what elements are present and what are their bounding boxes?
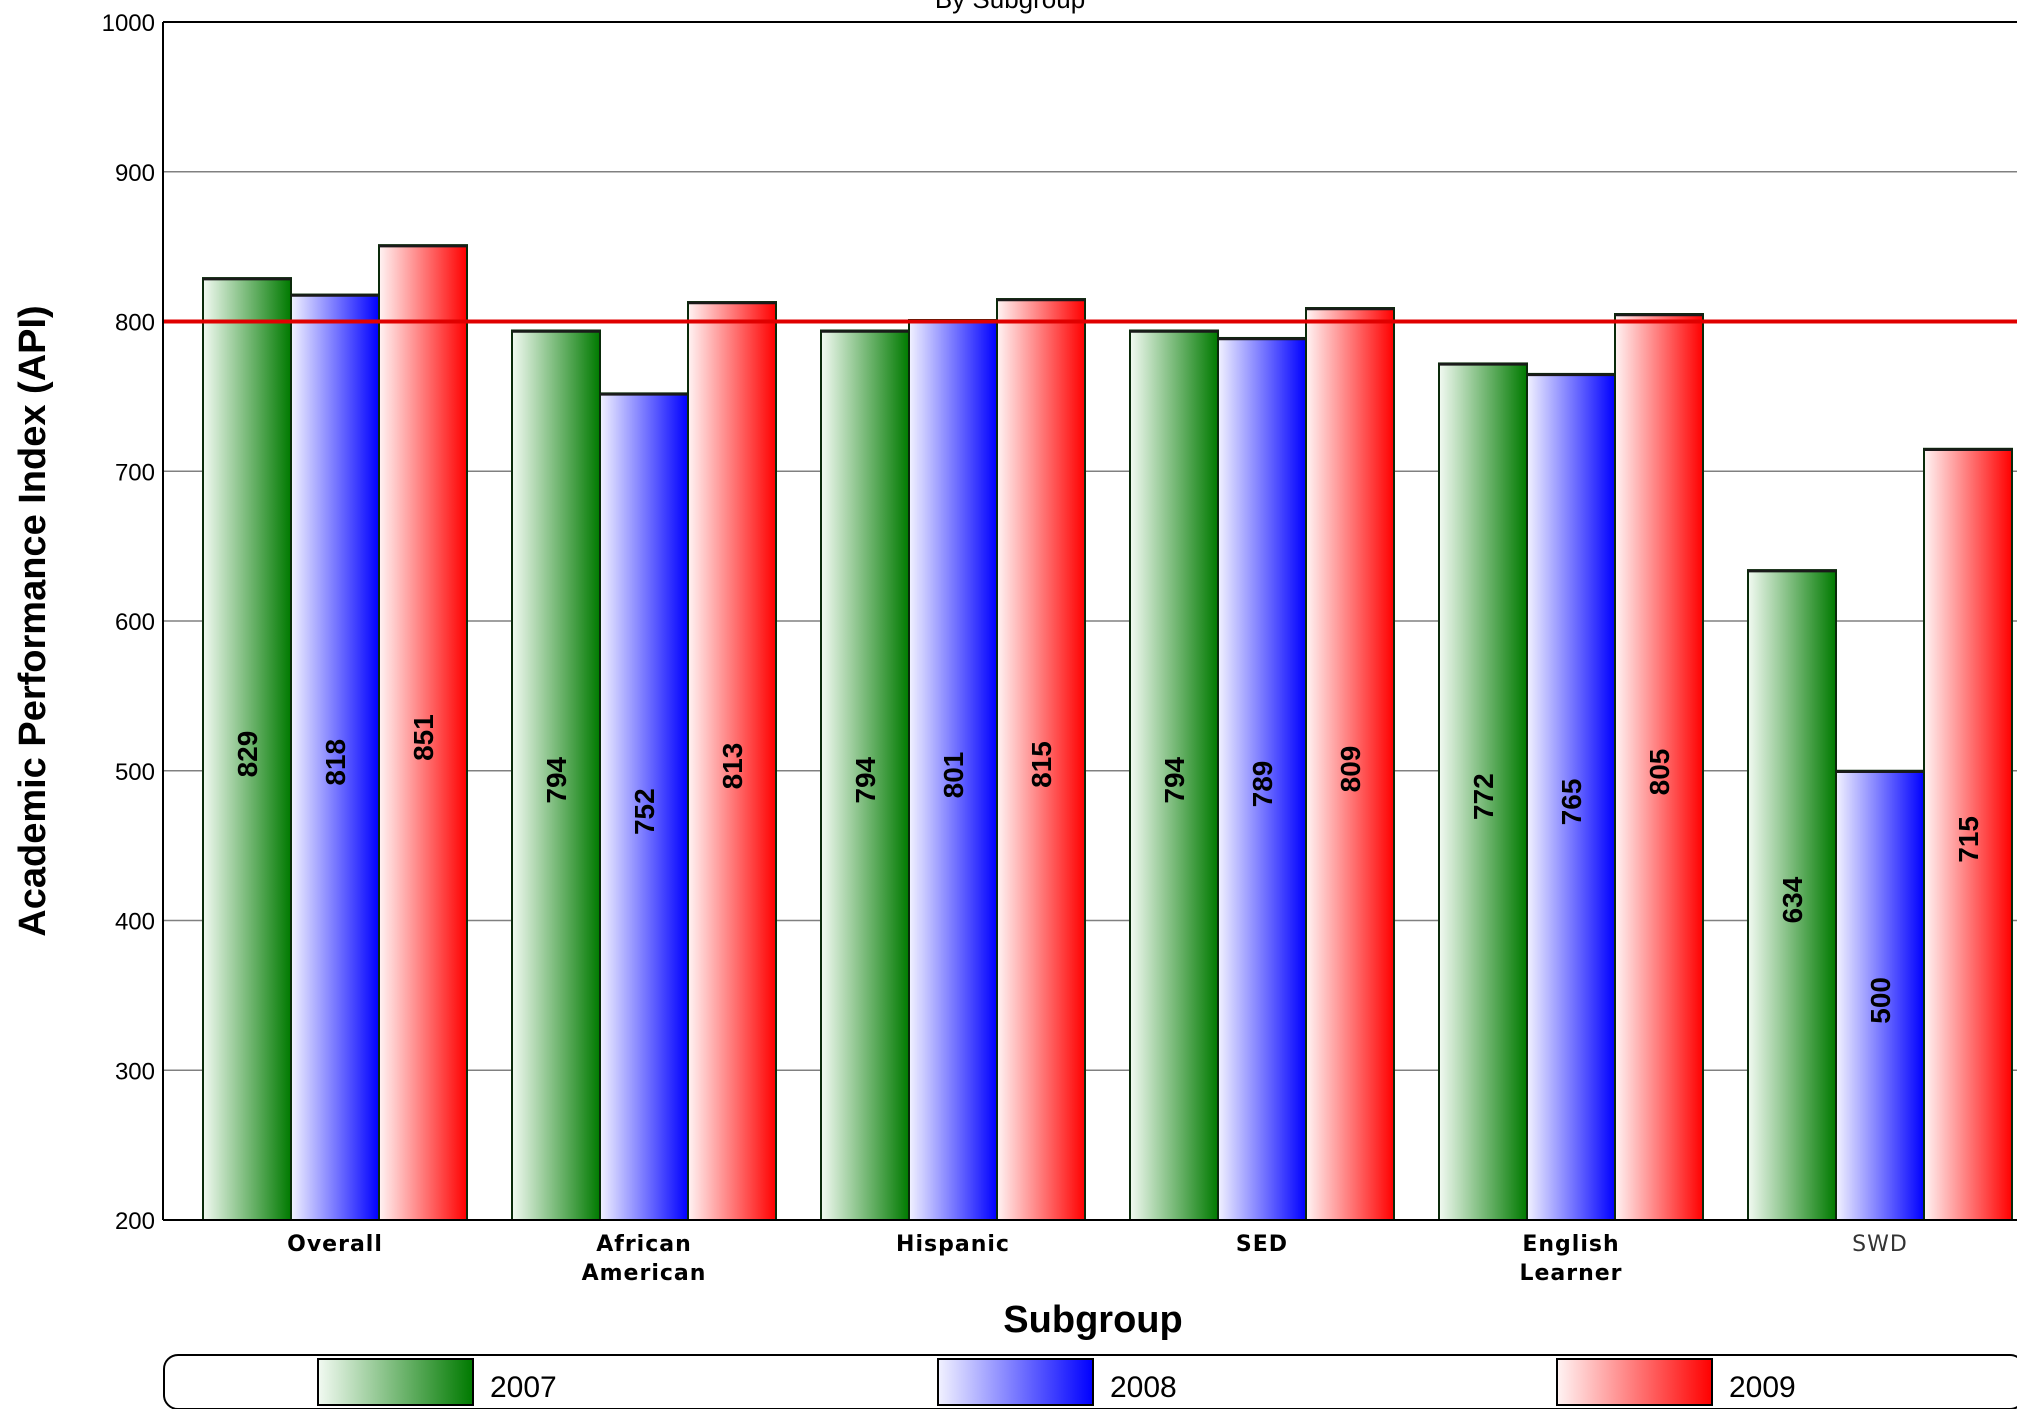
value-label: 772 — [1468, 773, 1499, 820]
y-tick-label: 800 — [115, 310, 155, 337]
value-label: 818 — [320, 739, 351, 786]
bar-2008-0 — [290, 293, 380, 1222]
y-tick-label: 1000 — [102, 10, 155, 37]
x-tick-label: SED — [1236, 1232, 1288, 1257]
y-tick-label: 400 — [115, 909, 155, 936]
bar-2007-3 — [1129, 329, 1219, 1221]
bar-2009-2 — [996, 298, 1086, 1222]
bar-2008-3 — [1217, 336, 1307, 1222]
value-label: 765 — [1556, 779, 1587, 826]
bar-2009-3 — [1305, 307, 1395, 1221]
value-label: 801 — [938, 752, 969, 799]
x-tick-label: SWD — [1852, 1232, 1908, 1257]
bar-2007-1 — [511, 329, 601, 1221]
bars: Overall African American Hispanic SED English… — [202, 244, 2013, 1286]
value-label: 500 — [1865, 977, 1896, 1024]
value-label: 634 — [1777, 876, 1808, 923]
value-label: 829 — [232, 731, 263, 778]
bar-2008-2 — [908, 319, 998, 1221]
x-axis-title: Subgroup — [1003, 1299, 1182, 1341]
y-tick-label: 700 — [115, 459, 155, 486]
bar-2009-5 — [1923, 447, 2013, 1222]
x-tick-label: African — [596, 1232, 692, 1257]
bar-2009-4 — [1614, 313, 1704, 1221]
y-tick-label: 300 — [115, 1058, 155, 1085]
legend-swatch-2008 — [937, 1358, 1094, 1406]
value-labels: 829 818 851 794 752 813 794 801 815 794 789 809 772 7… — [232, 714, 1984, 1024]
value-label: 851 — [408, 714, 439, 761]
y-axis-title: Academic Performance Index (API) — [12, 305, 54, 936]
value-label: 715 — [1953, 816, 1984, 863]
legend: 2007 2008 2009 — [163, 1354, 2017, 1409]
bar-2009-1 — [687, 301, 777, 1222]
value-label: 752 — [629, 788, 660, 835]
value-label: 794 — [1159, 756, 1190, 803]
y-tick-label: 500 — [115, 759, 155, 786]
chart-title: By Subgroup — [935, 0, 1085, 14]
value-label: 789 — [1247, 761, 1278, 808]
x-tick-label: Overall — [287, 1232, 383, 1257]
value-label: 794 — [850, 756, 881, 803]
axes — [162, 21, 2017, 1221]
x-tick-label: Learner — [1519, 1261, 1622, 1286]
y-tick-label: 600 — [115, 609, 155, 636]
y-tick-label: 900 — [115, 160, 155, 187]
y-tick-label: 200 — [115, 1208, 155, 1235]
legend-swatch-2009 — [1556, 1358, 1713, 1406]
bar-2009-0 — [378, 244, 468, 1221]
bar-2008-4 — [1526, 372, 1616, 1222]
legend-label: 2009 — [1729, 1371, 1796, 1404]
x-tick-label: Hispanic — [896, 1232, 1010, 1257]
value-label: 815 — [1026, 741, 1057, 788]
value-label: 805 — [1644, 749, 1675, 796]
value-label: 813 — [717, 743, 748, 790]
bar-2007-5 — [1747, 569, 1837, 1221]
legend-label: 2007 — [490, 1371, 557, 1404]
value-label: 809 — [1335, 746, 1366, 793]
legend-label: 2008 — [1110, 1371, 1177, 1404]
x-tick-label: English — [1522, 1232, 1619, 1257]
legend-swatch-2007 — [317, 1358, 474, 1406]
bar-2008-1 — [599, 392, 689, 1221]
bar-2007-4 — [1438, 362, 1528, 1221]
x-tick-label: American — [582, 1261, 707, 1286]
value-label: 794 — [541, 756, 572, 803]
